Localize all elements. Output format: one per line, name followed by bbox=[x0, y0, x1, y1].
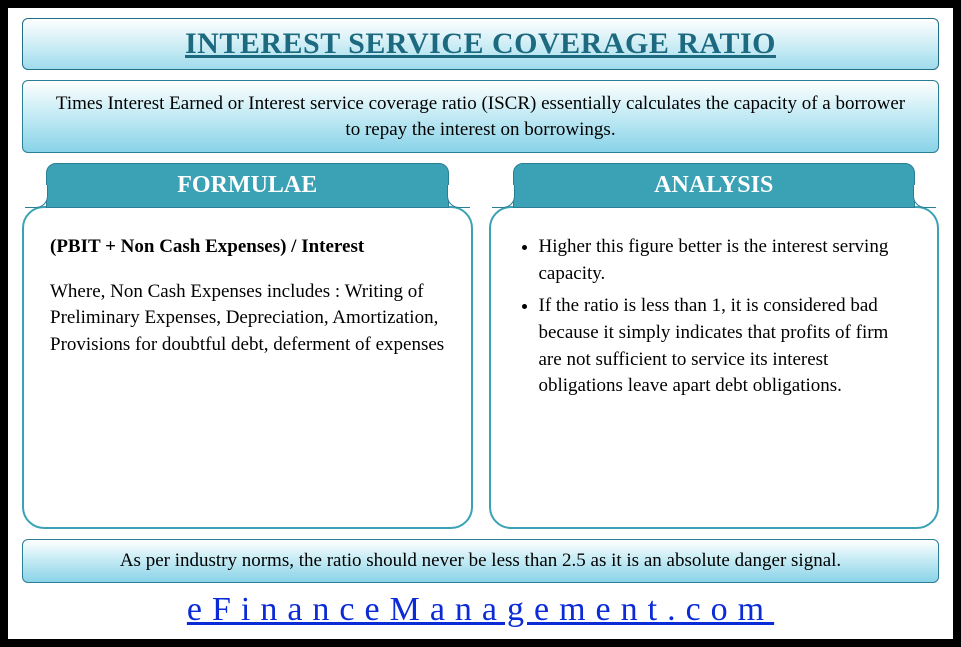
formulae-tab: FORMULAE bbox=[46, 163, 449, 208]
formulae-tab-label: FORMULAE bbox=[177, 172, 317, 198]
description-text: Times Interest Earned or Interest servic… bbox=[56, 93, 905, 140]
formula-text: (PBIT + Non Cash Expenses) / Interest bbox=[50, 234, 445, 261]
footer-note-banner: As per industry norms, the ratio should … bbox=[22, 539, 939, 583]
outer-frame: INTEREST SERVICE COVERAGE RATIO Times In… bbox=[0, 0, 961, 647]
title-banner: INTEREST SERVICE COVERAGE RATIO bbox=[22, 18, 939, 70]
inner-panel: INTEREST SERVICE COVERAGE RATIO Times In… bbox=[8, 8, 953, 639]
analysis-list: Higher this figure better is the interes… bbox=[517, 234, 912, 400]
page-title: INTEREST SERVICE COVERAGE RATIO bbox=[23, 27, 938, 61]
formula-explanation: Where, Non Cash Expenses includes : Writ… bbox=[50, 279, 445, 359]
list-item: Higher this figure better is the interes… bbox=[539, 234, 912, 287]
analysis-tab: ANALYSIS bbox=[513, 163, 916, 208]
right-column: ANALYSIS Higher this figure better is th… bbox=[489, 163, 940, 529]
description-banner: Times Interest Earned or Interest servic… bbox=[22, 80, 939, 153]
site-link[interactable]: eFinanceManagement.com bbox=[22, 591, 939, 629]
analysis-tab-label: ANALYSIS bbox=[654, 172, 773, 198]
footer-note-text: As per industry norms, the ratio should … bbox=[120, 550, 841, 571]
formulae-box: (PBIT + Non Cash Expenses) / Interest Wh… bbox=[22, 206, 473, 529]
list-item: If the ratio is less than 1, it is consi… bbox=[539, 293, 912, 399]
site-link-text: eFinanceManagement.com bbox=[187, 591, 774, 628]
columns-row: FORMULAE (PBIT + Non Cash Expenses) / In… bbox=[22, 163, 939, 529]
analysis-box: Higher this figure better is the interes… bbox=[489, 206, 940, 529]
left-column: FORMULAE (PBIT + Non Cash Expenses) / In… bbox=[22, 163, 473, 529]
